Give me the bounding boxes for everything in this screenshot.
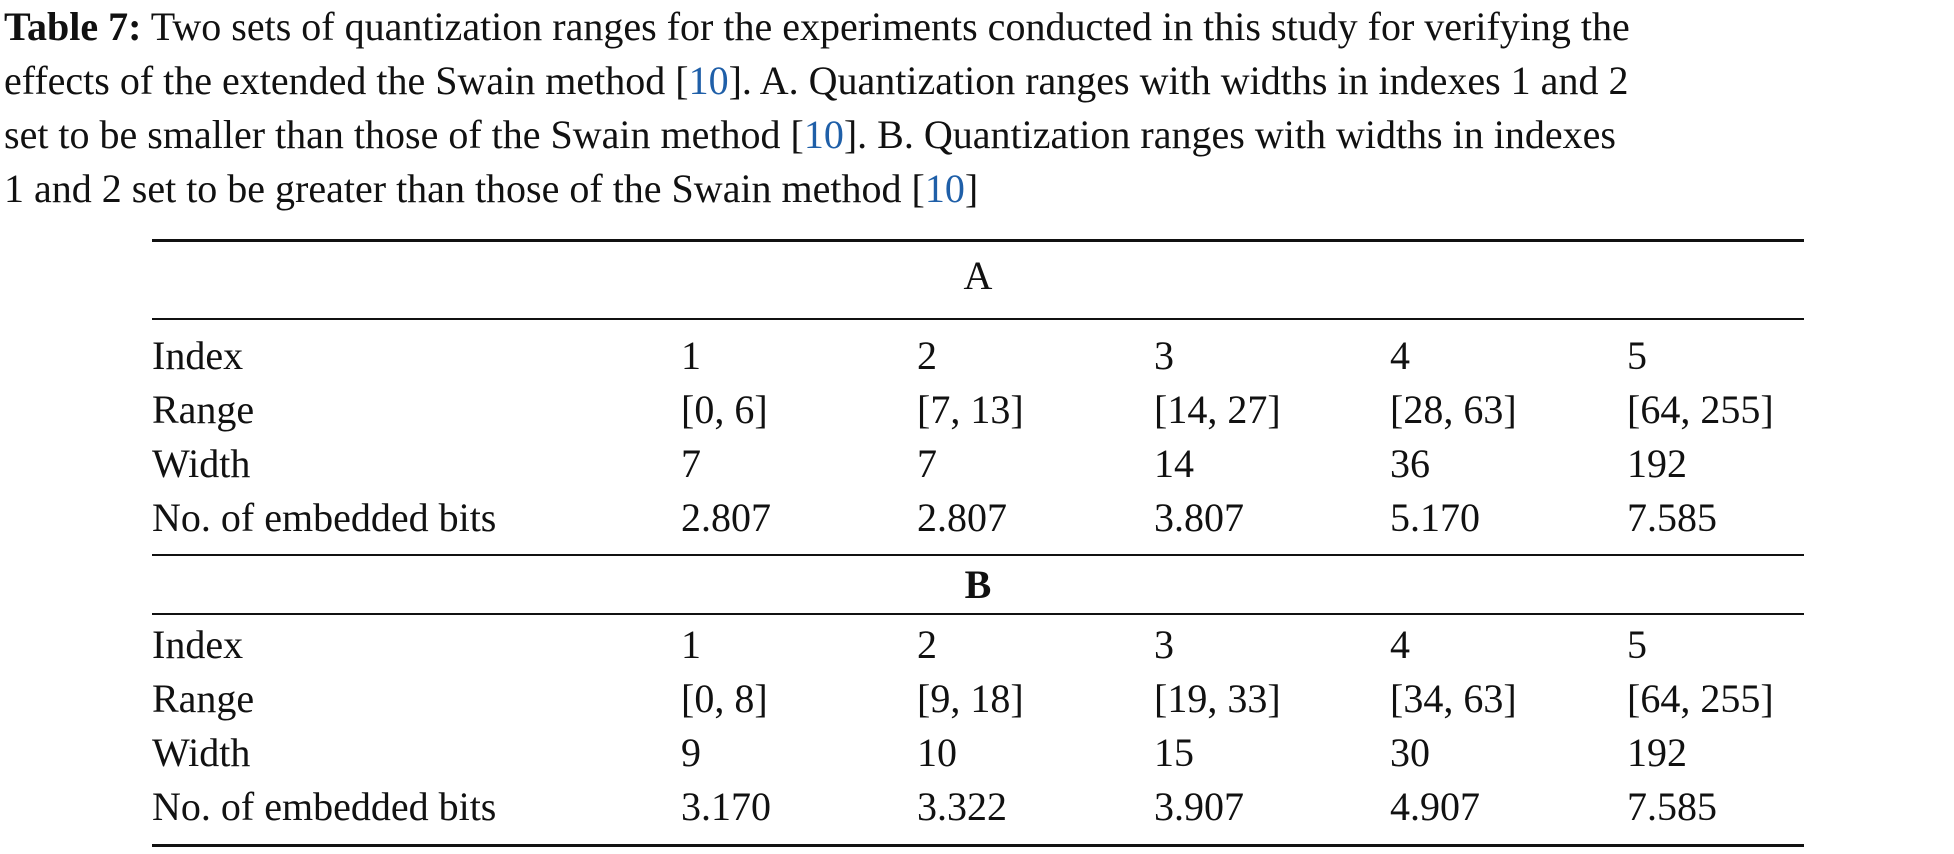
- table-cell: 192: [1627, 441, 1687, 486]
- table-bottom-rule: [152, 844, 1804, 847]
- table-cell: 3: [1154, 333, 1174, 378]
- row-label: Width: [152, 441, 251, 486]
- table-cell: 5.170: [1390, 495, 1480, 540]
- table-row: Range [0, 6] [7, 13] [14, 27] [28, 63] […: [152, 383, 1804, 437]
- table-cell: [64, 255]: [1627, 387, 1774, 432]
- table-cell: [34, 63]: [1390, 676, 1517, 721]
- section-b-rule: [152, 613, 1804, 615]
- table-cell: 9: [681, 730, 701, 775]
- caption-text: ]. B. Quantization ranges with widths in…: [843, 112, 1616, 157]
- section-a-rule: [152, 318, 1804, 320]
- row-label: Width: [152, 730, 251, 775]
- table-cell: [7, 13]: [917, 387, 1024, 432]
- table-cell: 2.807: [917, 495, 1007, 540]
- table-cell: 15: [1154, 730, 1194, 775]
- table-cell: 2: [917, 333, 937, 378]
- table-cell: 3: [1154, 622, 1174, 667]
- row-label: No. of embedded bits: [152, 784, 497, 829]
- table-cell: 7: [917, 441, 937, 486]
- row-label: Index: [152, 622, 244, 667]
- table-cell: [28, 63]: [1390, 387, 1517, 432]
- caption-text: set to be smaller than those of the Swai…: [4, 112, 804, 157]
- table-row: Range [0, 8] [9, 18] [19, 33] [34, 63] […: [152, 672, 1804, 726]
- table-cell: 3.170: [681, 784, 771, 829]
- citation-link[interactable]: 10: [688, 58, 729, 103]
- table-caption: Table 7: Two sets of quantization ranges…: [4, 0, 1954, 216]
- table-cell: 192: [1627, 730, 1687, 775]
- row-label: Range: [152, 676, 255, 721]
- row-label: Index: [152, 333, 244, 378]
- citation-link[interactable]: 10: [924, 166, 965, 211]
- caption-text: effects of the extended the Swain method…: [4, 58, 689, 103]
- table-cell: [64, 255]: [1627, 676, 1774, 721]
- table-cell: [19, 33]: [1154, 676, 1281, 721]
- table-cell: 14: [1154, 441, 1194, 486]
- caption-label: Table 7:: [4, 4, 142, 49]
- table-cell: 7.585: [1627, 495, 1717, 540]
- table-row: Index 1 2 3 4 5: [152, 618, 1804, 672]
- table-cell: [0, 8]: [681, 676, 768, 721]
- table-row: Width 9 10 15 30 192: [152, 726, 1804, 780]
- table-cell: [14, 27]: [1154, 387, 1281, 432]
- caption-text: 1 and 2 set to be greater than those of …: [4, 166, 925, 211]
- caption-line-2: effects of the extended the Swain method…: [4, 54, 1954, 108]
- table-cell: 36: [1390, 441, 1430, 486]
- table-cell: 10: [917, 730, 957, 775]
- caption-line-1: Table 7: Two sets of quantization ranges…: [4, 0, 1954, 54]
- table-cell: 5: [1627, 333, 1647, 378]
- row-label: No. of embedded bits: [152, 495, 497, 540]
- table-row: Width 7 7 14 36 192: [152, 437, 1804, 491]
- caption-text: ]. A. Quantization ranges with widths in…: [728, 58, 1629, 103]
- table-cell: 3.322: [917, 784, 1007, 829]
- caption-text: Two sets of quantization ranges for the …: [141, 4, 1630, 49]
- caption-text: ]: [964, 166, 979, 211]
- table-cell: [9, 18]: [917, 676, 1024, 721]
- citation-link[interactable]: 10: [803, 112, 844, 157]
- table-row: No. of embedded bits 3.170 3.322 3.907 4…: [152, 780, 1804, 834]
- caption-line-4: 1 and 2 set to be greater than those of …: [4, 162, 1954, 216]
- table-cell: 7.585: [1627, 784, 1717, 829]
- table-cell: 3.807: [1154, 495, 1244, 540]
- table-cell: 4: [1390, 333, 1410, 378]
- table-cell: 3.907: [1154, 784, 1244, 829]
- table-cell: [0, 6]: [681, 387, 768, 432]
- table-cell: 1: [681, 622, 701, 667]
- table-cell: 2: [917, 622, 937, 667]
- table-cell: 7: [681, 441, 701, 486]
- table-cell: 4.907: [1390, 784, 1480, 829]
- table-row: No. of embedded bits 2.807 2.807 3.807 5…: [152, 491, 1804, 545]
- row-label: Range: [152, 387, 255, 432]
- table-top-rule: [152, 239, 1804, 242]
- table-cell: 4: [1390, 622, 1410, 667]
- section-b-header: B: [964, 562, 992, 607]
- table-cell: 1: [681, 333, 701, 378]
- caption-line-3: set to be smaller than those of the Swai…: [4, 108, 1954, 162]
- section-b-top-rule: [152, 554, 1804, 556]
- table-cell: 5: [1627, 622, 1647, 667]
- table-row: Index 1 2 3 4 5: [152, 329, 1804, 383]
- table-cell: 2.807: [681, 495, 771, 540]
- table-cell: 30: [1390, 730, 1430, 775]
- section-a-header: A: [963, 253, 993, 298]
